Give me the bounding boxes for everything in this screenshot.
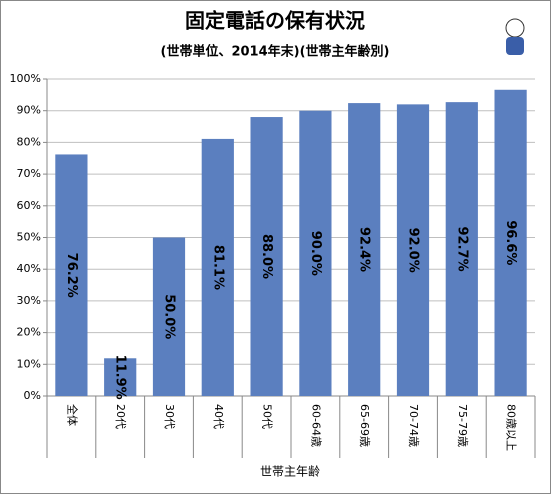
bar — [201, 138, 234, 396]
y-tick-label: 20% — [17, 326, 41, 339]
data-label: 76.2% — [64, 253, 79, 298]
y-tick-label: 0% — [24, 389, 41, 402]
x-tick-label: 20代 — [114, 404, 127, 429]
chart-title: 固定電話の保有状況 — [185, 9, 365, 33]
bar — [299, 110, 332, 396]
data-label: 88.0% — [259, 234, 274, 279]
data-label: 96.6% — [503, 220, 518, 265]
bar — [494, 89, 527, 396]
bar — [55, 154, 88, 396]
y-tick-label: 100% — [10, 72, 41, 85]
bar — [445, 102, 478, 397]
y-tick-label: 80% — [17, 135, 41, 148]
data-label: 92.7% — [454, 227, 469, 272]
data-label: 92.0% — [406, 228, 421, 273]
y-tick-label: 50% — [17, 231, 41, 244]
x-tick-label: 全体 — [65, 404, 79, 426]
data-label: 92.4% — [357, 227, 372, 272]
y-tick-label: 10% — [17, 357, 41, 370]
data-label: 50.0% — [162, 294, 177, 339]
x-tick-label: 65-69歳 — [358, 404, 371, 447]
bar — [348, 103, 381, 396]
y-tick-label: 70% — [17, 167, 41, 180]
bar — [396, 104, 430, 397]
chart-subtitle: (世帯単位、2014年末)(世帯主年齢別) — [161, 44, 390, 60]
x-tick-label: 40代 — [212, 404, 225, 429]
data-label: 11.9% — [113, 355, 128, 400]
x-tick-label: 30代 — [163, 404, 176, 429]
y-tick-label: 60% — [17, 199, 41, 212]
data-label: 81.1% — [210, 245, 225, 290]
y-tick-label: 30% — [17, 294, 41, 307]
bar — [250, 117, 283, 396]
data-label: 90.0% — [308, 231, 323, 276]
mascot — [505, 18, 525, 55]
x-tick-label: 70-74歳 — [407, 404, 420, 447]
x-tick-label: 50代 — [261, 404, 274, 429]
x-tick-label: 80歳以上 — [505, 404, 518, 451]
x-tick-label: 75-79歳 — [456, 404, 469, 447]
x-tick-label: 60-64歳 — [309, 404, 322, 447]
bar — [152, 237, 186, 396]
x-axis-title: 世帯主年齢 — [260, 464, 320, 479]
y-tick-label: 40% — [17, 262, 41, 275]
y-tick-label: 90% — [17, 104, 41, 117]
bar — [104, 358, 137, 396]
